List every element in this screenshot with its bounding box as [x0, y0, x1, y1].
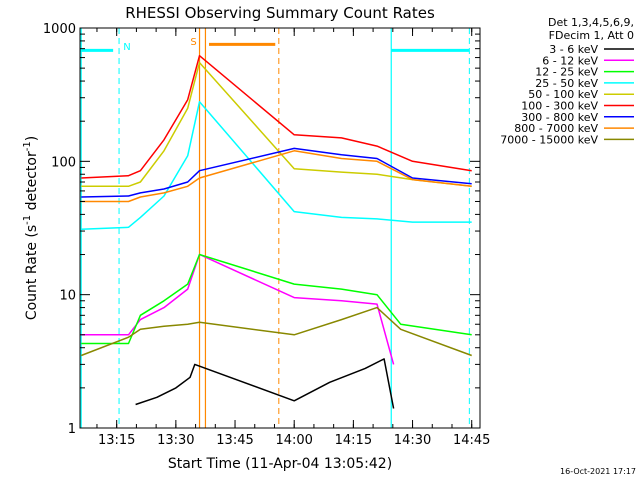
x-tick-label: 13:30	[157, 433, 194, 448]
x-tick-label: 14:00	[275, 433, 312, 448]
x-tick-label: 14:45	[453, 433, 490, 448]
legend-label-5: 100 - 300 keV	[521, 100, 598, 113]
y-axis-label-sup2: -1	[22, 141, 33, 151]
legend-label-7: 800 - 7000 keV	[514, 122, 598, 135]
series-line-7	[81, 150, 472, 203]
y-tick-label: 1000	[43, 22, 76, 37]
x-axis-label: Start Time (11-Apr-04 13:05:42)	[168, 456, 392, 472]
legend-label-3: 25 - 50 keV	[535, 77, 598, 90]
y-axis-label-sup1: -1	[22, 215, 33, 225]
x-tick-label: 13:45	[216, 433, 253, 448]
series-line-6	[81, 147, 472, 198]
series-line-4	[81, 61, 472, 188]
saa-label: S	[190, 37, 196, 48]
series-line-1	[81, 253, 395, 365]
series-line-3	[81, 100, 472, 230]
night-label: N	[123, 42, 130, 53]
y-tick-label: 100	[51, 155, 76, 170]
y-tick-label: 10	[59, 289, 76, 304]
legend-label-4: 50 - 100 keV	[528, 88, 598, 101]
x-tick-label: 14:15	[335, 433, 372, 448]
legend: Det 1,3,4,5,6,9, FDecim 1, Att 0 3 - 6 k…	[500, 16, 634, 146]
y-axis-label-end: )	[24, 136, 40, 141]
series-line-2	[81, 253, 472, 345]
series-line-8	[80, 306, 472, 357]
plot-frame	[79, 27, 481, 429]
series-line-5	[81, 54, 472, 179]
legend-header-line-2: FDecim 1, Att 0	[549, 29, 634, 42]
y-axis-label-mid: detector	[24, 151, 40, 215]
legend-label-6: 300 - 800 keV	[521, 111, 598, 124]
y-axis-label-main: Count Rate (s	[24, 225, 40, 320]
axes: 13:15 13:30 13:45 14:00 14:15 14:30 14:45 1 10 10…	[43, 22, 491, 448]
x-tick-label: 13:15	[98, 433, 135, 448]
legend-header-line-1: Det 1,3,4,5,6,9,	[548, 16, 634, 29]
y-tick-label: 1	[68, 422, 76, 437]
y-axis-label: Count Rate (s-1 detector-1)	[22, 136, 40, 320]
legend-label-0: 3 - 6 keV	[549, 43, 598, 56]
legend-label-8: 7000 - 15000 keV	[500, 133, 598, 146]
series-line-0	[135, 358, 395, 409]
x-tick-label: 14:30	[394, 433, 431, 448]
legend-label-1: 6 - 12 keV	[542, 54, 598, 67]
timestamp: 16-Oct-2021 17:17	[560, 467, 636, 476]
legend-label-2: 12 - 25 keV	[535, 66, 598, 79]
chart-title: RHESSI Observing Summary Count Rates	[125, 4, 435, 22]
